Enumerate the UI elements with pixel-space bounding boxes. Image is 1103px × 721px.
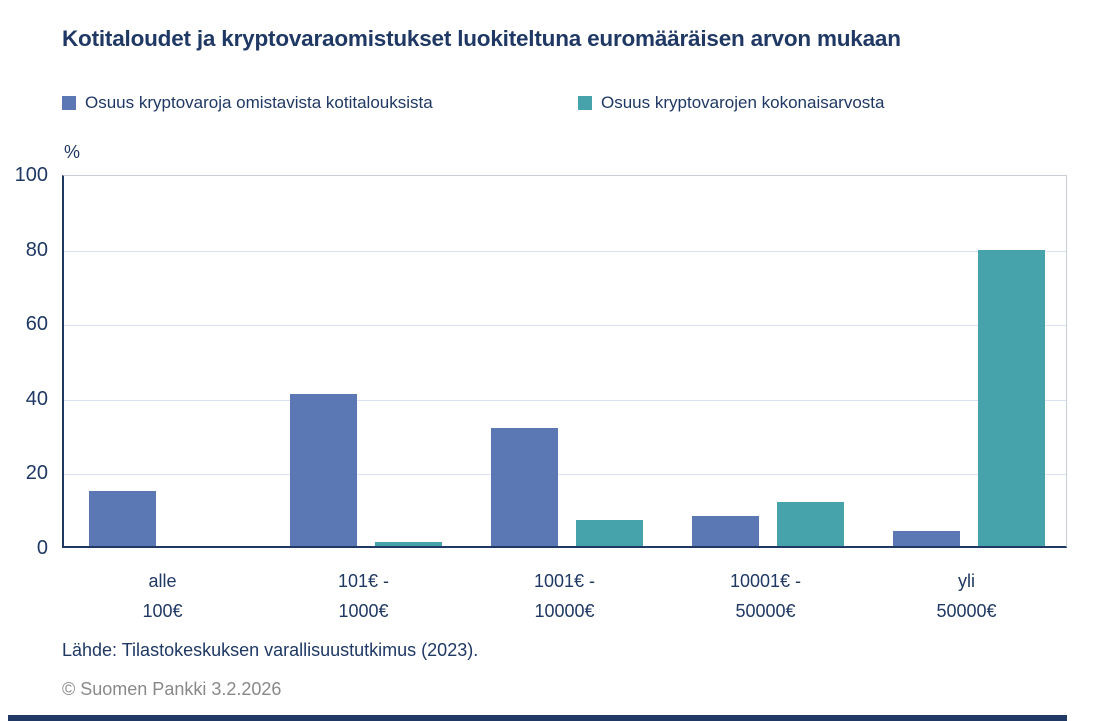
x-tick-label: 101€ - 1000€	[263, 566, 464, 626]
bar-total-value	[776, 501, 844, 546]
bar-total-value	[977, 250, 1045, 546]
legend-label-households: Osuus kryptovaroja omistavista kotitalou…	[85, 93, 433, 112]
bar-group	[64, 176, 265, 546]
chart-title: Kotitaloudet ja kryptovaraomistukset luo…	[62, 26, 901, 51]
y-tick-label: 20	[25, 462, 48, 485]
x-tick-label-line: 100€	[142, 601, 183, 621]
x-tick-label-line: alle	[148, 571, 177, 591]
legend-label-total-value: Osuus kryptovarojen kokonaisarvosta	[601, 93, 885, 112]
legend-swatch-total-value-icon	[578, 96, 592, 110]
gridline	[64, 325, 1066, 327]
x-tick-label-line: yli	[958, 571, 975, 591]
y-axis-tick-labels: 0 20 40 60 80 100	[0, 164, 48, 559]
y-axis-unit-label: %	[64, 142, 81, 162]
y-tick-label: 0	[36, 537, 48, 559]
footer-bar	[8, 715, 1067, 721]
legend: Osuus kryptovaroja omistavista kotitalou…	[0, 93, 1103, 115]
gridline	[64, 474, 1066, 476]
x-tick-label-line: 1000€	[338, 601, 389, 621]
plot-area	[62, 175, 1067, 548]
y-tick-label: 60	[25, 313, 48, 336]
y-tick-label: 80	[25, 238, 48, 261]
x-tick-label-line: 1001€ -	[533, 571, 596, 591]
source-note: Lähde: Tilastokeskuksen varallisuustutki…	[62, 640, 479, 660]
legend-item-households: Osuus kryptovaroja omistavista kotitalou…	[62, 93, 433, 113]
x-tick-label-line: 10001€ -	[729, 571, 802, 591]
x-tick-label: 1001€ - 10000€	[464, 566, 665, 626]
y-tick-label: 40	[25, 387, 48, 410]
bar-total-value	[575, 520, 643, 546]
bar-group	[667, 176, 868, 546]
y-tick-label: 100	[14, 164, 48, 186]
legend-swatch-households-icon	[62, 96, 76, 110]
bar-households	[88, 490, 156, 546]
bar-group	[868, 176, 1069, 546]
bar-households	[892, 531, 960, 546]
gridline	[64, 399, 1066, 401]
bar-households	[490, 427, 558, 546]
bar-households	[289, 394, 357, 546]
bar-total-value	[374, 542, 442, 546]
bar-households	[691, 516, 759, 546]
x-tick-label-line: 10000€	[534, 601, 595, 621]
x-axis-labels: alle 100€ 101€ - 1000€ 1001€ - 10000€ 10001€ -…	[62, 566, 1067, 628]
legend-item-total-value: Osuus kryptovarojen kokonaisarvosta	[578, 93, 884, 113]
bar-group	[466, 176, 667, 546]
x-tick-label: alle 100€	[62, 566, 263, 626]
gridline	[64, 250, 1066, 252]
copyright-note: © Suomen Pankki 3.2.2026	[62, 679, 282, 699]
x-tick-label-line: 50000€	[735, 601, 796, 621]
x-tick-label: yli 50000€	[866, 566, 1067, 626]
x-tick-label: 10001€ - 50000€	[665, 566, 866, 626]
bar-group	[265, 176, 466, 546]
x-tick-label-line: 50000€	[936, 601, 997, 621]
x-tick-label-line: 101€ -	[337, 571, 390, 591]
